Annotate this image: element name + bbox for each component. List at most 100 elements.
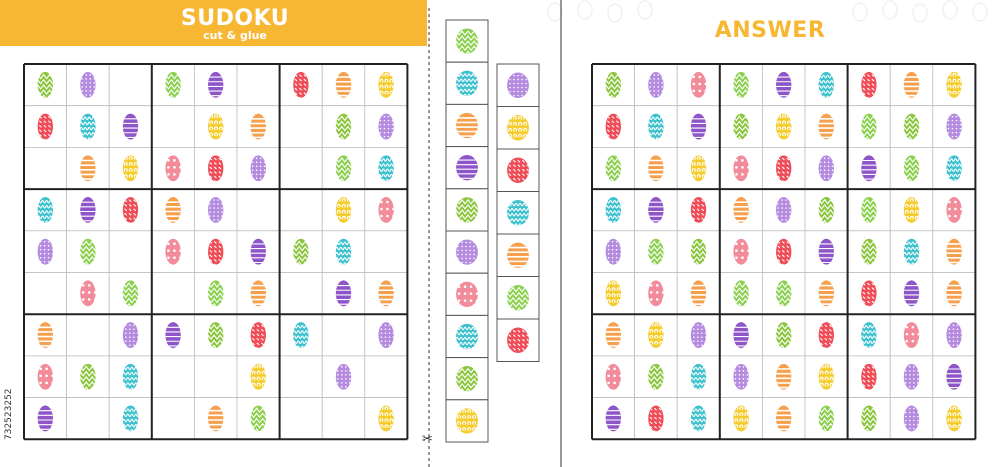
grid-cell[interactable] — [762, 63, 806, 107]
grid-cell[interactable] — [847, 188, 891, 232]
grid-cell[interactable] — [719, 146, 763, 190]
grid-cell[interactable] — [804, 63, 848, 107]
grid-cell[interactable] — [108, 105, 153, 148]
grid-cell[interactable] — [236, 272, 280, 315]
grid-cell[interactable] — [591, 230, 635, 273]
grid-cell[interactable] — [889, 355, 934, 398]
grid-cell[interactable] — [236, 230, 280, 273]
grid-cell[interactable] — [193, 188, 238, 232]
grid-cell[interactable] — [66, 230, 110, 273]
grid-cell[interactable] — [889, 146, 934, 190]
cutout-egg-piece[interactable] — [445, 399, 489, 443]
grid-cell[interactable] — [236, 397, 280, 440]
cutout-egg-piece[interactable] — [445, 146, 489, 190]
grid-cell[interactable] — [151, 188, 195, 232]
cutout-egg-piece[interactable] — [496, 191, 540, 235]
grid-cell[interactable] — [321, 355, 366, 398]
grid-cell[interactable] — [151, 313, 195, 357]
grid-cell[interactable] — [591, 313, 635, 357]
grid-cell[interactable] — [236, 63, 280, 107]
grid-cell[interactable] — [279, 105, 323, 148]
grid-cell[interactable] — [889, 230, 934, 273]
grid-cell[interactable] — [762, 272, 806, 315]
grid-cell[interactable] — [762, 230, 806, 273]
grid-cell[interactable] — [66, 355, 110, 398]
grid-cell[interactable] — [676, 188, 721, 232]
grid-cell[interactable] — [364, 230, 408, 273]
grid-cell[interactable] — [108, 63, 153, 107]
grid-cell[interactable] — [591, 188, 635, 232]
grid-cell[interactable] — [279, 397, 323, 440]
grid-cell[interactable] — [66, 188, 110, 232]
grid-cell[interactable] — [236, 188, 280, 232]
grid-cell[interactable] — [932, 313, 976, 357]
grid-cell[interactable] — [762, 146, 806, 190]
grid-cell[interactable] — [676, 105, 721, 148]
grid-cell[interactable] — [804, 355, 848, 398]
grid-cell[interactable] — [23, 188, 67, 232]
grid-cell[interactable] — [847, 355, 891, 398]
grid-cell[interactable] — [23, 146, 67, 190]
grid-cell[interactable] — [591, 355, 635, 398]
grid-cell[interactable] — [719, 272, 763, 315]
grid-cell[interactable] — [804, 230, 848, 273]
grid-cell[interactable] — [591, 63, 635, 107]
grid-cell[interactable] — [634, 355, 678, 398]
grid-cell[interactable] — [321, 188, 366, 232]
grid-cell[interactable] — [932, 63, 976, 107]
grid-cell[interactable] — [719, 105, 763, 148]
grid-cell[interactable] — [23, 230, 67, 273]
grid-cell[interactable] — [762, 355, 806, 398]
grid-cell[interactable] — [108, 397, 153, 440]
grid-cell[interactable] — [932, 230, 976, 273]
grid-cell[interactable] — [762, 397, 806, 440]
grid-cell[interactable] — [193, 230, 238, 273]
grid-cell[interactable] — [676, 230, 721, 273]
grid-cell[interactable] — [847, 272, 891, 315]
cutout-egg-piece[interactable] — [496, 63, 540, 107]
grid-cell[interactable] — [66, 146, 110, 190]
grid-cell[interactable] — [591, 397, 635, 440]
grid-cell[interactable] — [279, 230, 323, 273]
grid-cell[interactable] — [321, 313, 366, 357]
grid-cell[interactable] — [591, 272, 635, 315]
grid-cell[interactable] — [364, 188, 408, 232]
grid-cell[interactable] — [591, 105, 635, 148]
grid-cell[interactable] — [676, 63, 721, 107]
grid-cell[interactable] — [932, 146, 976, 190]
grid-cell[interactable] — [676, 146, 721, 190]
grid-cell[interactable] — [364, 397, 408, 440]
grid-cell[interactable] — [804, 313, 848, 357]
grid-cell[interactable] — [804, 146, 848, 190]
grid-cell[interactable] — [847, 230, 891, 273]
grid-cell[interactable] — [634, 272, 678, 315]
grid-cell[interactable] — [676, 355, 721, 398]
grid-cell[interactable] — [932, 188, 976, 232]
grid-cell[interactable] — [321, 63, 366, 107]
grid-cell[interactable] — [321, 230, 366, 273]
cutout-egg-piece[interactable] — [496, 148, 540, 192]
grid-cell[interactable] — [66, 313, 110, 357]
grid-cell[interactable] — [719, 397, 763, 440]
grid-cell[interactable] — [108, 313, 153, 357]
grid-cell[interactable] — [889, 105, 934, 148]
grid-cell[interactable] — [108, 272, 153, 315]
grid-cell[interactable] — [151, 230, 195, 273]
cutout-egg-piece[interactable] — [445, 357, 489, 401]
grid-cell[interactable] — [762, 105, 806, 148]
grid-cell[interactable] — [66, 272, 110, 315]
cutout-egg-piece[interactable] — [445, 314, 489, 359]
grid-cell[interactable] — [236, 355, 280, 398]
grid-cell[interactable] — [634, 313, 678, 357]
grid-cell[interactable] — [804, 105, 848, 148]
grid-cell[interactable] — [889, 313, 934, 357]
grid-cell[interactable] — [932, 397, 976, 440]
grid-cell[interactable] — [676, 313, 721, 357]
grid-cell[interactable] — [23, 313, 67, 357]
grid-cell[interactable] — [193, 63, 238, 107]
grid-cell[interactable] — [23, 105, 67, 148]
grid-cell[interactable] — [634, 146, 678, 190]
grid-cell[interactable] — [804, 397, 848, 440]
grid-cell[interactable] — [321, 397, 366, 440]
grid-cell[interactable] — [847, 63, 891, 107]
